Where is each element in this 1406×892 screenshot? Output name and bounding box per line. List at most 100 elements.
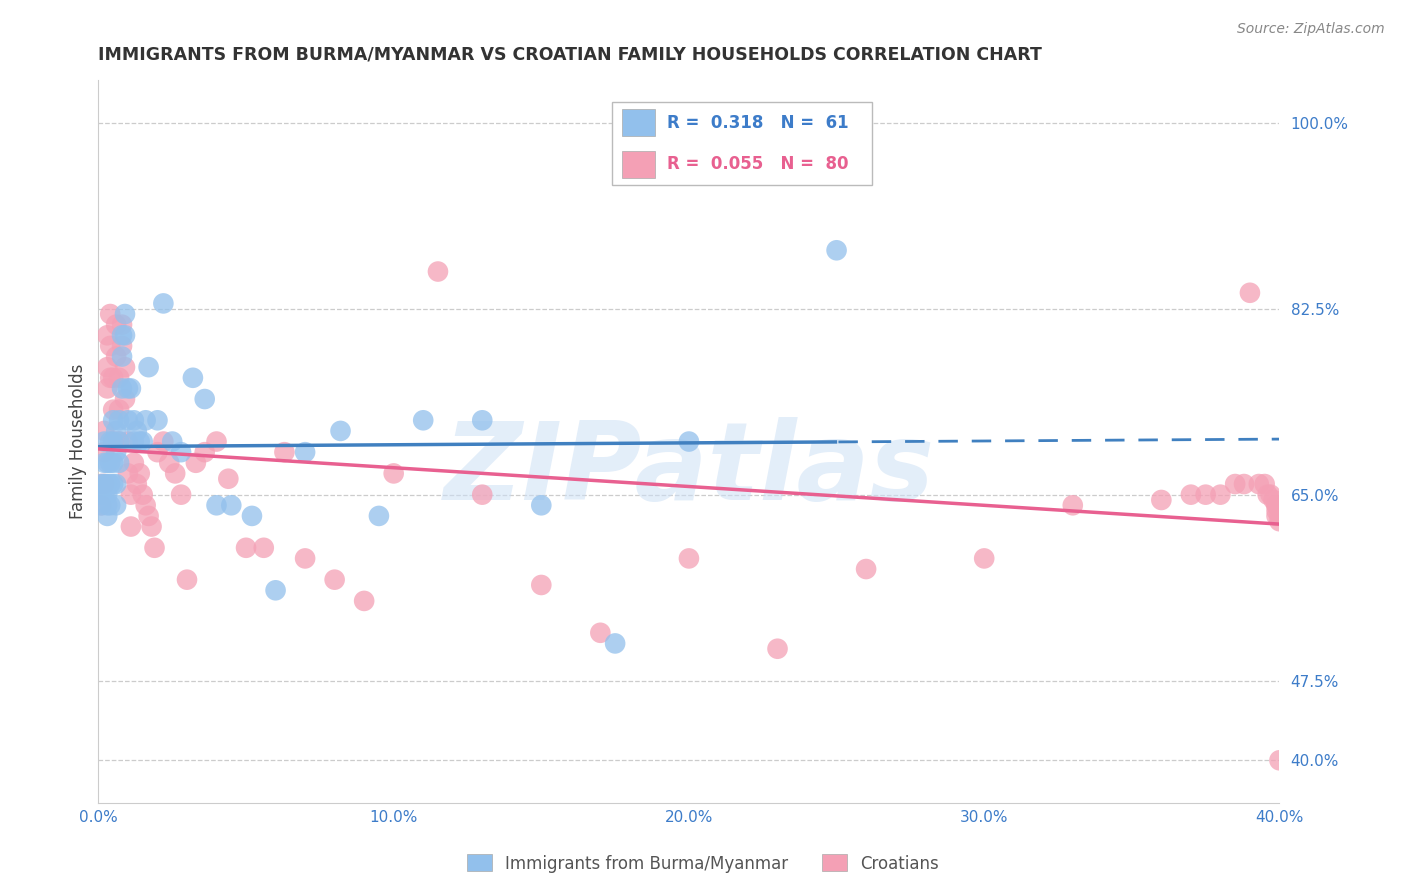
Point: [111, 328, 134, 343]
Point: [253, 541, 276, 555]
Point: [152, 296, 174, 310]
Point: [125, 424, 148, 438]
Point: [294, 445, 316, 459]
Point: [132, 488, 155, 502]
Point: [1209, 488, 1232, 502]
Point: [111, 318, 134, 332]
Point: [108, 434, 131, 449]
Point: [766, 641, 789, 656]
FancyBboxPatch shape: [621, 109, 655, 136]
Point: [1247, 477, 1270, 491]
Point: [146, 445, 169, 459]
Point: [96, 381, 118, 395]
Text: ZIPatlas: ZIPatlas: [443, 417, 935, 524]
Point: [105, 477, 128, 491]
Point: [111, 339, 134, 353]
Point: [1265, 498, 1288, 512]
Point: [205, 434, 228, 449]
Point: [96, 498, 118, 512]
FancyBboxPatch shape: [621, 151, 655, 178]
Point: [194, 445, 217, 459]
Point: [111, 381, 134, 395]
Point: [93, 445, 115, 459]
Point: [1150, 493, 1173, 508]
Point: [103, 477, 125, 491]
Point: [96, 477, 118, 491]
Point: [128, 467, 150, 481]
Point: [90, 488, 112, 502]
Point: [96, 488, 118, 502]
Point: [108, 456, 131, 470]
Point: [135, 413, 157, 427]
Point: [1062, 498, 1084, 512]
Point: [165, 467, 187, 481]
Point: [90, 477, 112, 491]
Point: [120, 381, 142, 395]
Point: [678, 434, 700, 449]
Point: [114, 392, 136, 406]
Point: [93, 434, 115, 449]
Point: [90, 498, 112, 512]
Point: [855, 562, 877, 576]
Point: [1239, 285, 1261, 300]
Point: [105, 350, 128, 364]
Point: [105, 498, 128, 512]
Point: [96, 360, 118, 375]
Point: [412, 413, 434, 427]
Point: [825, 244, 848, 258]
Point: [589, 625, 612, 640]
Point: [138, 508, 160, 523]
Point: [103, 371, 125, 385]
Point: [1265, 498, 1288, 512]
Point: [128, 434, 150, 449]
Point: [329, 424, 352, 438]
Point: [170, 445, 193, 459]
Point: [98, 371, 121, 385]
Point: [90, 477, 112, 491]
Point: [471, 488, 494, 502]
Point: [93, 424, 115, 438]
Point: [103, 456, 125, 470]
Point: [96, 328, 118, 343]
Point: [111, 350, 134, 364]
Point: [132, 434, 155, 449]
Point: [1195, 488, 1218, 502]
Point: [93, 477, 115, 491]
Point: [108, 434, 131, 449]
Point: [105, 318, 128, 332]
Point: [105, 445, 128, 459]
Text: R =  0.318   N =  61: R = 0.318 N = 61: [666, 113, 848, 132]
Point: [103, 434, 125, 449]
Text: R =  0.055   N =  80: R = 0.055 N = 80: [666, 155, 848, 173]
Point: [382, 467, 405, 481]
Point: [93, 477, 115, 491]
Point: [1268, 514, 1291, 528]
Point: [273, 445, 295, 459]
Point: [973, 551, 995, 566]
Point: [96, 456, 118, 470]
Point: [1268, 508, 1291, 523]
Point: [1254, 477, 1277, 491]
FancyBboxPatch shape: [612, 102, 872, 185]
Point: [368, 508, 391, 523]
Point: [98, 477, 121, 491]
Point: [120, 488, 142, 502]
Text: Source: ZipAtlas.com: Source: ZipAtlas.com: [1237, 22, 1385, 37]
Point: [152, 434, 174, 449]
Point: [194, 392, 217, 406]
Point: [117, 413, 139, 427]
Point: [98, 307, 121, 321]
Point: [471, 413, 494, 427]
Point: [105, 424, 128, 438]
Point: [323, 573, 346, 587]
Point: [1265, 508, 1288, 523]
Point: [122, 456, 145, 470]
Point: [353, 594, 375, 608]
Point: [122, 434, 145, 449]
Point: [157, 456, 180, 470]
Point: [117, 434, 139, 449]
Point: [184, 456, 207, 470]
Point: [108, 371, 131, 385]
Point: [90, 498, 112, 512]
Point: [678, 551, 700, 566]
